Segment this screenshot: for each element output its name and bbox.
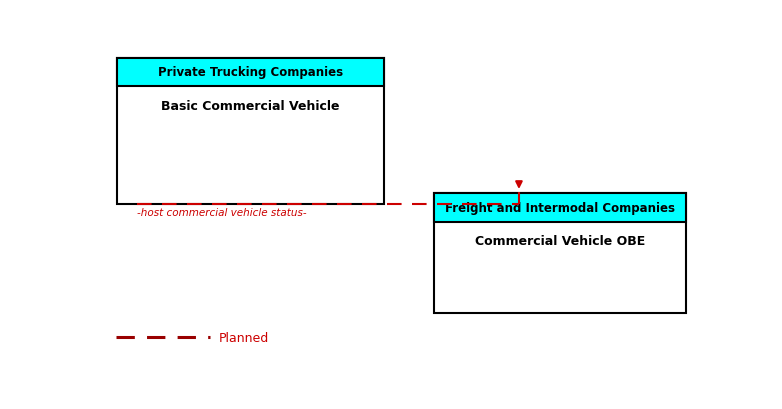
Bar	[117, 58, 384, 87]
Text: Commercial Vehicle OBE: Commercial Vehicle OBE	[475, 235, 645, 248]
Bar	[434, 194, 686, 314]
Bar	[117, 58, 384, 205]
Text: Private Trucking Companies: Private Trucking Companies	[158, 66, 343, 79]
Bar	[434, 194, 686, 222]
Text: Planned: Planned	[219, 331, 269, 344]
Text: Freight and Intermodal Companies: Freight and Intermodal Companies	[445, 202, 675, 215]
Text: -host commercial vehicle status-: -host commercial vehicle status-	[137, 208, 307, 218]
Text: Basic Commercial Vehicle: Basic Commercial Vehicle	[161, 99, 339, 112]
